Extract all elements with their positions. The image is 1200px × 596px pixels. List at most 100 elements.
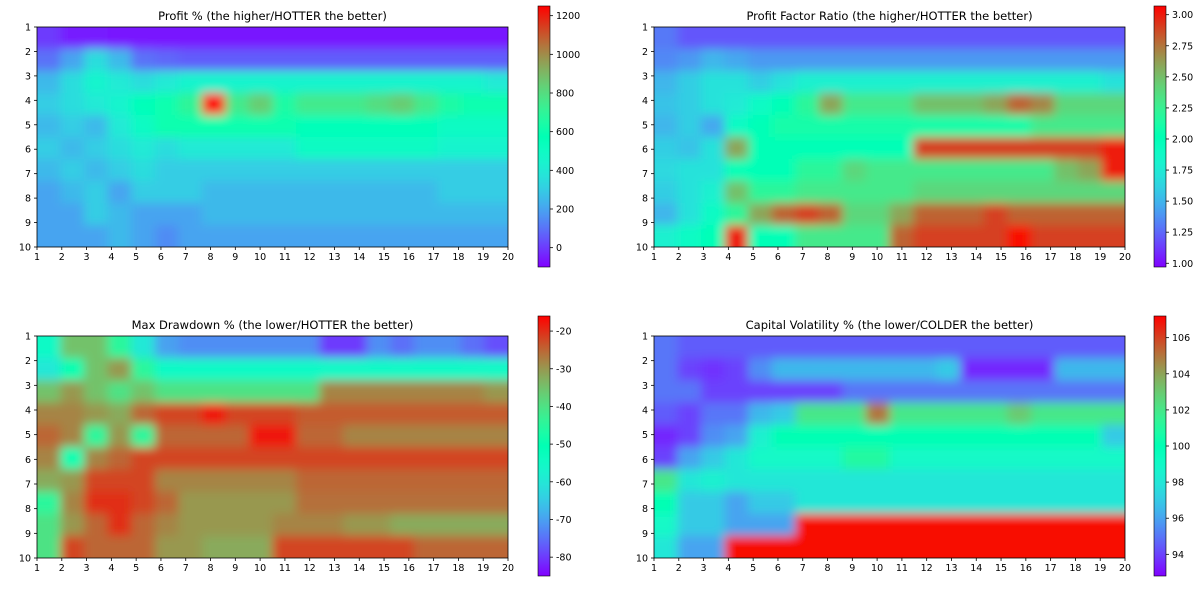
heatmap-cell-r1-c4 bbox=[107, 336, 132, 359]
x-tick-label: 18 bbox=[452, 252, 464, 263]
heatmap-cell-r10-c8 bbox=[201, 225, 226, 247]
heatmap-cell-r7-c15 bbox=[983, 159, 1008, 182]
heatmap-cell-r3-c13 bbox=[936, 71, 961, 94]
heatmap-cell-r3-c18 bbox=[437, 380, 462, 404]
heatmap-cell-r1-c16 bbox=[390, 27, 415, 50]
heatmap-cell-r6-c7 bbox=[795, 447, 820, 470]
heatmap-cell-r10-c6 bbox=[154, 535, 179, 558]
heatmap-cell-r8-c19 bbox=[1077, 491, 1103, 515]
heatmap-cell-r4-c10 bbox=[865, 402, 891, 426]
heatmap-cell-r5-c18 bbox=[437, 424, 462, 448]
heatmap-cell-r4-c19 bbox=[1077, 93, 1103, 116]
heatmap-cell-r3-c10 bbox=[865, 380, 891, 404]
heatmap-cell-r3-c14 bbox=[960, 71, 985, 94]
heatmap-cell-r5-c6 bbox=[771, 115, 796, 138]
heatmap-cell-r2-c16 bbox=[1007, 358, 1032, 381]
heatmap-cell-r2-c14 bbox=[960, 358, 985, 381]
heatmap-cell-r9-c2 bbox=[677, 203, 702, 226]
heatmap-cell-r5-c2 bbox=[677, 424, 702, 448]
heatmap-cell-r2-c18 bbox=[1054, 358, 1079, 381]
heatmap-cell-r9-c10 bbox=[248, 203, 274, 226]
heatmap-cell-r2-c16 bbox=[1007, 49, 1032, 72]
heatmap-cell-r4-c20 bbox=[1101, 402, 1125, 426]
heatmap-cell-r1-c17 bbox=[413, 336, 438, 359]
heatmap-cell-r8-c10 bbox=[248, 491, 274, 515]
y-tick-label: 5 bbox=[25, 430, 31, 441]
heatmap-cell-r5-c12 bbox=[296, 115, 321, 138]
y-tick-label: 1 bbox=[25, 332, 31, 343]
heatmap-cell-r10-c14 bbox=[343, 535, 368, 558]
heatmap-cell-r7-c20 bbox=[1101, 469, 1125, 492]
heatmap-cell-r6-c2 bbox=[677, 137, 702, 160]
heatmap-cell-r8-c18 bbox=[437, 491, 462, 515]
x-tick-label: 9 bbox=[849, 563, 855, 574]
heatmap-cell-r8-c7 bbox=[178, 181, 203, 204]
heatmap-cell-r1-c19 bbox=[1077, 27, 1103, 50]
heatmap-cell-r10-c9 bbox=[225, 225, 250, 247]
heatmap-cell-r3-c8 bbox=[818, 71, 843, 94]
heatmap-cell-r1-c10 bbox=[865, 336, 891, 359]
x-tick-label: 2 bbox=[59, 252, 65, 263]
heatmap-cell-r1-c12 bbox=[913, 27, 938, 50]
x-tick-label: 18 bbox=[1069, 252, 1081, 263]
heatmap-cell-r2-c19 bbox=[1077, 358, 1103, 381]
heatmap-cell-r3-c11 bbox=[272, 71, 297, 94]
heatmap-cell-r4-c14 bbox=[960, 93, 985, 116]
heatmap-cell-r8-c5 bbox=[748, 181, 773, 204]
heatmap-cell-r8-c20 bbox=[1101, 491, 1125, 515]
heatmap-cell-r10-c16 bbox=[390, 535, 415, 558]
heatmap-cell-r10-c11 bbox=[889, 225, 914, 247]
heatmap-cell-r10-c5 bbox=[748, 225, 773, 247]
x-tick-label: 10 bbox=[254, 563, 266, 574]
heatmap-cell-r8-c12 bbox=[913, 491, 938, 515]
heatmap-cell-r8-c7 bbox=[795, 491, 820, 515]
heatmap-cell-r3-c13 bbox=[319, 380, 344, 404]
heatmap-cell-r6-c2 bbox=[60, 447, 85, 470]
heatmap-cell-r7-c3 bbox=[701, 469, 726, 492]
heatmap-cell-r3-c7 bbox=[795, 380, 820, 404]
heatmap-cell-r4-c9 bbox=[225, 402, 250, 426]
heatmap-cell-r5-c7 bbox=[178, 115, 203, 138]
heatmap-cell-r10-c20 bbox=[1101, 225, 1125, 247]
heatmap-cell-r6-c5 bbox=[748, 137, 773, 160]
heatmap-cell-r5-c20 bbox=[1101, 115, 1125, 138]
heatmap-cell-r6-c19 bbox=[1077, 447, 1103, 470]
heatmap-cell-r9-c11 bbox=[889, 513, 914, 537]
heatmap-cell-r3-c8 bbox=[201, 71, 226, 94]
heatmap-cell-r7-c4 bbox=[107, 159, 132, 182]
heatmap-cell-r5-c8 bbox=[818, 424, 843, 448]
heatmap-cell-r6-c17 bbox=[413, 447, 438, 470]
heatmap-cell-r3-c20 bbox=[1101, 71, 1125, 94]
x-tick-label: 1 bbox=[34, 563, 40, 574]
heatmap-cell-r3-c1 bbox=[37, 380, 62, 404]
heatmap-cell-r2-c8 bbox=[201, 358, 226, 381]
heatmap-cell-r4-c18 bbox=[437, 93, 462, 116]
heatmap-cell-r10-c16 bbox=[1007, 535, 1032, 558]
heatmap-cell-r2-c15 bbox=[366, 49, 391, 72]
heatmap-cell-r8-c15 bbox=[366, 491, 391, 515]
heatmap-cell-r6-c14 bbox=[343, 447, 368, 470]
colorbar-tick-label: -20 bbox=[556, 327, 572, 338]
heatmap-cell-r5-c12 bbox=[913, 424, 938, 448]
colorbar-tick-label: 2.25 bbox=[1172, 103, 1193, 114]
heatmap-cell-r4-c3 bbox=[84, 402, 109, 426]
heatmap-cell-r3-c16 bbox=[1007, 380, 1032, 404]
heatmap-cell-r1-c3 bbox=[701, 336, 726, 359]
heatmap-cell-r1-c9 bbox=[842, 336, 867, 359]
chart-title: Profit % (the higher/HOTTER the better) bbox=[158, 9, 387, 23]
heatmap-cell-r3-c20 bbox=[484, 71, 508, 94]
heatmap-cell-r3-c11 bbox=[889, 380, 914, 404]
heatmap-cell-r7-c13 bbox=[319, 159, 344, 182]
heatmap-cell-r2-c2 bbox=[677, 358, 702, 381]
colorbar-tick-label: -70 bbox=[556, 515, 572, 526]
heatmap-cell-r6-c8 bbox=[818, 447, 843, 470]
heatmap-cell-r3-c9 bbox=[225, 380, 250, 404]
colorbar bbox=[1153, 5, 1167, 268]
x-tick-label: 5 bbox=[133, 563, 139, 574]
heatmap-cell-r5-c1 bbox=[654, 424, 679, 448]
heatmap-cell-r7-c5 bbox=[131, 469, 156, 492]
heatmap-cell-r10-c12 bbox=[913, 225, 938, 247]
x-tick-label: 19 bbox=[477, 252, 489, 263]
heatmap-cell-r6-c14 bbox=[960, 137, 985, 160]
heatmap-cell-r2-c20 bbox=[484, 49, 508, 72]
